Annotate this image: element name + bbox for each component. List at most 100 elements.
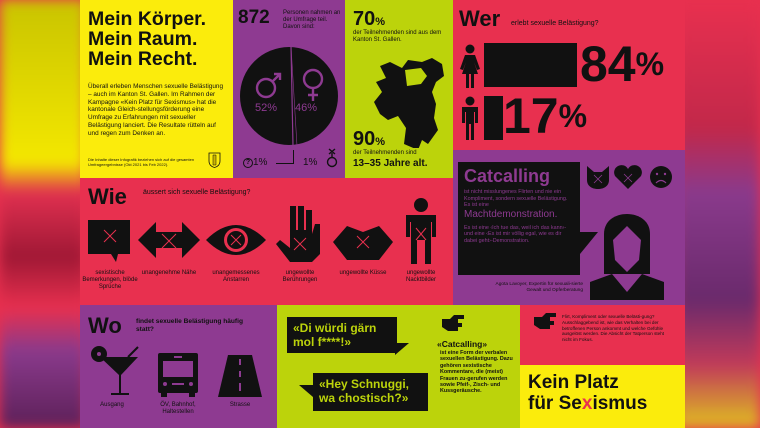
question-icon: ?: [243, 157, 253, 168]
cocktail-icon: [91, 346, 139, 395]
bus-icon: [158, 353, 198, 397]
how-item-label: unangenehme Nähe: [141, 270, 197, 276]
catcalling-speech-bubble: Catcalling ist nicht misslungenes Flirte…: [458, 162, 580, 275]
blurred-background-right: [676, 0, 760, 428]
reaction-icons: [587, 165, 672, 189]
other-share: 1%: [303, 157, 318, 168]
quote-bubble-2: «Hey Schnuggi, wa chostisch?»: [313, 373, 428, 411]
female-share: 46%: [295, 102, 318, 114]
pie-disc: [240, 47, 338, 145]
slogan-x: x: [581, 393, 593, 414]
intro-title: Mein Körper. Mein Raum. Mein Recht.: [88, 9, 206, 69]
where-item-label: Ausgang: [100, 402, 124, 408]
intro-panel: Mein Körper. Mein Raum. Mein Recht. Über…: [80, 0, 233, 178]
intro-footnote: Die Inhalte dieser Infografik beziehen s…: [88, 157, 195, 167]
quotes-panel: «Di würdi gärn mol f****!» «Hey Schnuggi…: [277, 305, 520, 428]
title-line: Mein Raum.: [88, 28, 198, 50]
how-item-label: sexistische Bemerkungen, blöde Sprüche: [82, 270, 138, 290]
person-icon: [406, 198, 436, 264]
women-bar: [484, 43, 577, 87]
nonbinary-symbol-icon: [326, 148, 338, 168]
stat-value: 90: [353, 128, 376, 150]
where-title: Wo: [88, 313, 122, 338]
stat-canton-text: der Teilnehmenden sind aus dem Kanton St…: [353, 30, 442, 43]
men-share: 17%: [503, 88, 587, 144]
stat-canton: 70%: [353, 8, 385, 31]
where-item-label: ÖV, Bahnhof, Haltestellen: [160, 402, 196, 415]
how-panel: Wie äussert sich sexuelle Belästigung? s…: [80, 178, 453, 305]
cat-icon: [587, 166, 609, 189]
how-item-label: unangemessenes Anstarren: [212, 270, 260, 283]
slogan-part: für Se: [528, 393, 582, 414]
gender-pie-chart: [240, 46, 338, 146]
unknown-share: 1%: [253, 157, 268, 168]
intro-body: Überall erleben Menschen sexuelle Beläst…: [88, 83, 223, 137]
title-line: Mein Körper.: [88, 8, 207, 30]
women-unit: %: [635, 46, 665, 82]
broken-heart-icon: [614, 165, 642, 189]
male-share: 52%: [255, 102, 278, 114]
campaign-panel: Kein Platz für Sexismus: [520, 365, 685, 428]
where-panel: Wo findet sexuelle Belästigung häufig st…: [80, 305, 277, 428]
woman-icon: [460, 44, 480, 88]
catcalling-text: ist nicht misslungenes Flirten und nie e…: [464, 189, 568, 209]
pointing-hand-icon: [442, 315, 464, 331]
stat-unit: %: [375, 136, 386, 148]
slogan-line: Kein Platz: [528, 372, 619, 393]
speech-bubble-tail: [395, 343, 409, 355]
stat-value: 70: [353, 8, 376, 30]
slogan-part: ismus: [592, 393, 648, 414]
title-line: Mein Recht.: [88, 48, 198, 70]
pie-divider: [290, 46, 294, 146]
who-subtitle: erlebt sexuelle Belästigung?: [511, 20, 599, 27]
men-value: 17: [503, 88, 559, 144]
men-bar: [484, 96, 503, 140]
where-item-label: Strasse: [229, 402, 251, 408]
stat-age-range: 13–35 Jahre alt.: [353, 158, 428, 169]
stat-age: 90%: [353, 128, 385, 151]
man-icon: [462, 96, 478, 140]
eye-icon: [206, 225, 266, 255]
road-icon: [218, 355, 262, 397]
flirt-text: Flirt, Kompliment oder sexuelle Belästi-…: [562, 314, 665, 343]
men-unit: %: [558, 98, 588, 134]
participants-count: 872: [238, 7, 270, 28]
pie-connector-line: [276, 150, 294, 164]
who-panel: Wer erlebt sexuelle Belästigung? 84% 17%: [453, 0, 685, 150]
where-subtitle: findet sexuelle Belästigung häufig statt…: [136, 318, 243, 333]
woman-portrait-icon: [590, 214, 664, 300]
women-value: 84: [580, 36, 636, 92]
canton-coat-of-arms-icon: [208, 152, 221, 168]
hand-icon: [276, 206, 320, 262]
unknown-share-row: ? 1%: [243, 157, 267, 168]
catcalling-emphasis: Machtdemonstration.: [464, 208, 558, 220]
catcalling-title: Catcalling: [464, 166, 551, 186]
pointing-hand-icon: [534, 313, 556, 329]
speech-bubble-icon: [88, 220, 130, 262]
speech-bubble-tail: [299, 385, 313, 397]
campaign-slogan: Kein Platz für Sexismus: [528, 372, 647, 414]
speech-bubble-tail: [580, 232, 598, 254]
slogan-line: für Sexismus: [528, 393, 647, 414]
who-title: Wer: [459, 6, 501, 31]
participants-panel: 872 Personen nahmen an der Umfrage teil.…: [233, 0, 345, 178]
female-symbol-icon: [302, 68, 324, 101]
how-subtitle: äussert sich sexuelle Belästigung?: [143, 189, 251, 196]
participants-text: Personen nahmen an der Umfrage teil. Dav…: [283, 10, 341, 30]
how-item-label: ungewollte Berührungen: [282, 270, 318, 283]
women-share: 84%: [580, 36, 664, 92]
stat-unit: %: [375, 16, 386, 28]
catcalling-text-2: Es ist eine ‹Ich tue das, weil ich das k…: [464, 224, 567, 244]
catcalling-definition-title: «Catcalling»: [437, 339, 488, 349]
stat-age-text: der Teilnehmenden sind: [353, 150, 417, 156]
catcalling-panel: Catcalling ist nicht misslungenes Flirte…: [453, 150, 685, 305]
pie-divider: [290, 46, 298, 146]
region-panel: 70% der Teilnehmenden sind aus dem Kanto…: [345, 0, 453, 178]
canton-st-gallen-map: [374, 58, 444, 148]
double-arrow-icon: [138, 222, 200, 258]
male-symbol-icon: [255, 72, 282, 99]
how-title: Wie: [88, 184, 127, 209]
how-item-label: ungewollte Küsse: [339, 270, 387, 276]
catcalling-definition-text: ist eine Form der verbalen sexuellen Bel…: [440, 350, 513, 395]
quote-attribution: Agota Lavoyer, Expertin für sexuali-sier…: [495, 282, 583, 293]
